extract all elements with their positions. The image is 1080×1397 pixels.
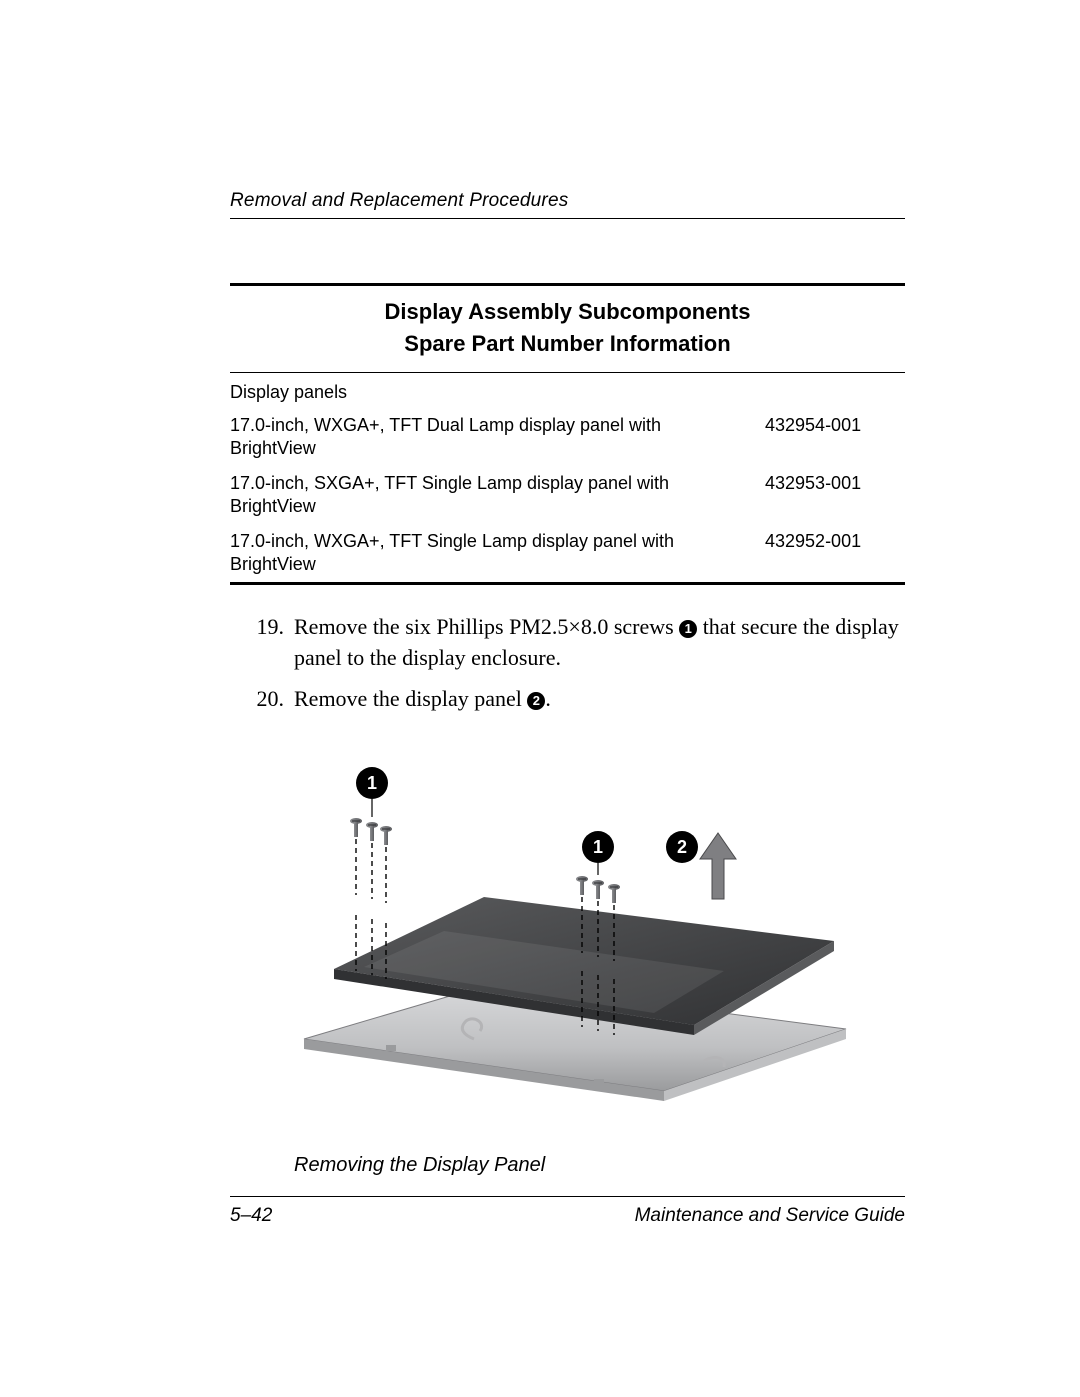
figure: 1 1 2 Removing the Display Panel [294,739,854,1177]
part-desc: 17.0-inch, SXGA+, TFT Single Lamp displa… [230,466,765,524]
head-rule [230,218,905,219]
figure-callout-2: 2 [666,831,698,863]
table-title-line2: Spare Part Number Information [404,331,730,356]
table-row: 17.0-inch, WXGA+, TFT Single Lamp displa… [230,524,905,582]
part-desc: 17.0-inch, WXGA+, TFT Dual Lamp display … [230,408,765,466]
table-group-heading: Display panels [230,373,905,408]
running-head: Removal and Replacement Procedures [230,190,905,212]
page-number: 5–42 [230,1205,272,1227]
callout-2-inline: 2 [527,692,545,710]
page: Removal and Replacement Procedures Displ… [0,0,1080,1397]
step-20-post: . [545,686,551,711]
part-desc: 17.0-inch, WXGA+, TFT Single Lamp displa… [230,524,765,582]
step-number: 19. [230,611,294,673]
figure-callout-1b: 1 [582,831,614,875]
figure-caption: Removing the Display Panel [294,1154,854,1177]
svg-text:1: 1 [367,773,377,793]
callout-1-inline: 1 [679,620,697,638]
table-title-line1: Display Assembly Subcomponents [385,299,751,324]
table-title: Display Assembly Subcomponents Spare Par… [230,286,905,372]
part-number: 432952-001 [765,524,905,582]
procedure-steps: 19. Remove the six Phillips PM2.5×8.0 sc… [230,611,905,715]
step-text: Remove the six Phillips PM2.5×8.0 screws… [294,611,905,673]
step-19: 19. Remove the six Phillips PM2.5×8.0 sc… [230,611,905,673]
table-row: 17.0-inch, WXGA+, TFT Dual Lamp display … [230,408,905,466]
step-20: 20. Remove the display panel 2. [230,683,905,714]
svg-text:1: 1 [593,837,603,857]
footer-rule [230,1196,905,1197]
display-panel-illustration: 1 1 2 [294,739,854,1119]
table-group-row: Display panels [230,373,905,408]
page-footer: 5–42 Maintenance and Service Guide [230,1196,905,1227]
figure-callout-1: 1 [356,767,388,817]
step-20-pre: Remove the display panel [294,686,527,711]
svg-text:2: 2 [677,837,687,857]
step-19-pre: Remove the six Phillips PM2.5×8.0 screws [294,614,679,639]
spare-parts-table: Display panels 17.0-inch, WXGA+, TFT Dua… [230,373,905,582]
lift-arrow-icon [700,833,736,899]
book-title: Maintenance and Service Guide [635,1205,905,1227]
table-row: 17.0-inch, SXGA+, TFT Single Lamp displa… [230,466,905,524]
part-number: 432953-001 [765,466,905,524]
step-number: 20. [230,683,294,714]
step-text: Remove the display panel 2. [294,683,905,714]
part-number: 432954-001 [765,408,905,466]
table-bottom-rule [230,582,905,585]
spare-parts-block: Display Assembly Subcomponents Spare Par… [230,283,905,585]
